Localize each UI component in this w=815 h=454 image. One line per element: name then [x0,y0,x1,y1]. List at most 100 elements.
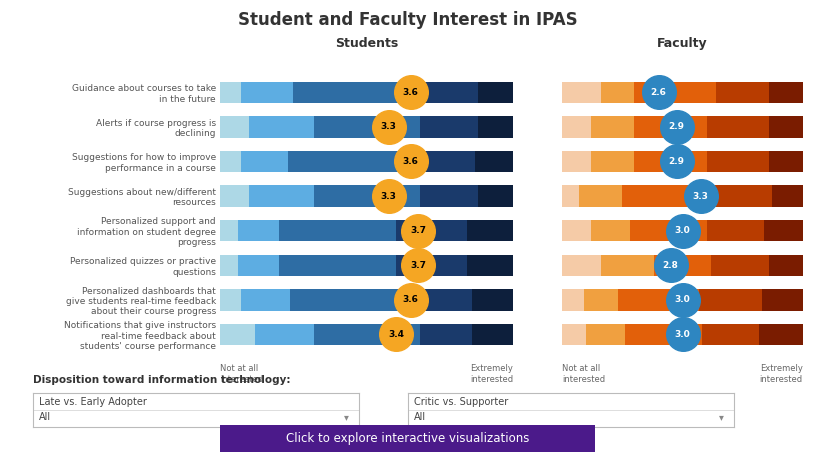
Bar [314,185,420,207]
Point [404,296,417,303]
Bar [420,185,478,207]
Text: Not at all
interested: Not at all interested [220,365,263,384]
Text: 3.6: 3.6 [403,296,419,304]
Bar [411,151,475,172]
Text: Click to explore interactive visualizations: Click to explore interactive visualizati… [286,432,529,445]
Text: 3.0: 3.0 [675,296,690,304]
Bar [769,82,803,103]
Text: 3.7: 3.7 [410,226,426,235]
Bar [396,255,466,276]
Bar [240,151,288,172]
Bar [769,151,803,172]
Text: 3.3: 3.3 [381,123,397,131]
Bar [762,289,803,311]
Bar [562,151,591,172]
Bar [478,82,513,103]
Bar [220,324,255,345]
Bar [293,82,416,103]
Bar [249,185,314,207]
Text: 2.6: 2.6 [650,88,667,97]
Bar [314,324,420,345]
Text: 3.3: 3.3 [693,192,708,201]
Bar [562,324,587,345]
Bar [420,324,473,345]
Point [652,89,665,96]
Bar [220,289,240,311]
Bar [591,151,635,172]
Point [404,158,417,165]
Bar [220,151,240,172]
Bar [238,220,279,242]
Bar [220,185,249,207]
Text: 2.8: 2.8 [663,261,678,270]
Bar [702,324,760,345]
Bar [699,289,762,311]
Bar [711,255,769,276]
Text: 3.4: 3.4 [388,330,404,339]
Point [676,227,689,234]
Bar [562,255,601,276]
Text: Late vs. Early Adopter: Late vs. Early Adopter [39,397,147,407]
Text: 2.9: 2.9 [668,123,685,131]
Bar [764,220,803,242]
Text: All: All [414,412,426,422]
Bar [279,220,396,242]
Bar [220,220,238,242]
Bar [769,255,803,276]
Bar [396,220,466,242]
Bar [716,82,769,103]
Text: ▾: ▾ [344,412,349,422]
Bar [255,324,314,345]
Bar [618,289,699,311]
Text: 2.9: 2.9 [668,157,685,166]
Text: 3.0: 3.0 [675,330,690,339]
Bar [279,255,396,276]
Bar [591,220,630,242]
Point [382,123,395,131]
Bar [760,324,803,345]
Point [382,192,395,200]
Bar [579,185,623,207]
Bar [601,82,634,103]
Bar [220,116,249,138]
Bar [769,116,803,138]
Text: Critic vs. Supporter: Critic vs. Supporter [414,397,509,407]
Bar [630,220,707,242]
Bar [623,185,709,207]
Bar [220,82,240,103]
Point [670,123,683,131]
Text: Disposition toward information technology:: Disposition toward information technolog… [33,375,290,385]
Bar [635,82,716,103]
Text: Faculty: Faculty [657,37,708,50]
Text: All: All [39,412,51,422]
Text: Extremely
interested: Extremely interested [760,365,803,384]
Bar [240,289,290,311]
Bar [220,255,238,276]
Bar [587,324,625,345]
Point [694,192,707,200]
Bar [249,116,314,138]
Text: 3.7: 3.7 [410,261,426,270]
Bar [416,82,478,103]
Bar [314,116,420,138]
Bar [562,185,579,207]
Point [670,158,683,165]
Text: 3.6: 3.6 [403,157,419,166]
Bar [475,151,513,172]
Text: Extremely
interested: Extremely interested [470,365,513,384]
Bar [466,220,513,242]
Bar [288,151,411,172]
Bar [635,116,707,138]
Point [404,89,417,96]
Point [412,227,425,234]
Bar [290,289,408,311]
Bar [709,185,772,207]
Bar [473,324,513,345]
Point [412,262,425,269]
Bar [420,116,478,138]
Point [676,331,689,338]
Bar [625,324,702,345]
Text: ▾: ▾ [719,412,724,422]
Bar [584,289,618,311]
Bar [240,82,293,103]
